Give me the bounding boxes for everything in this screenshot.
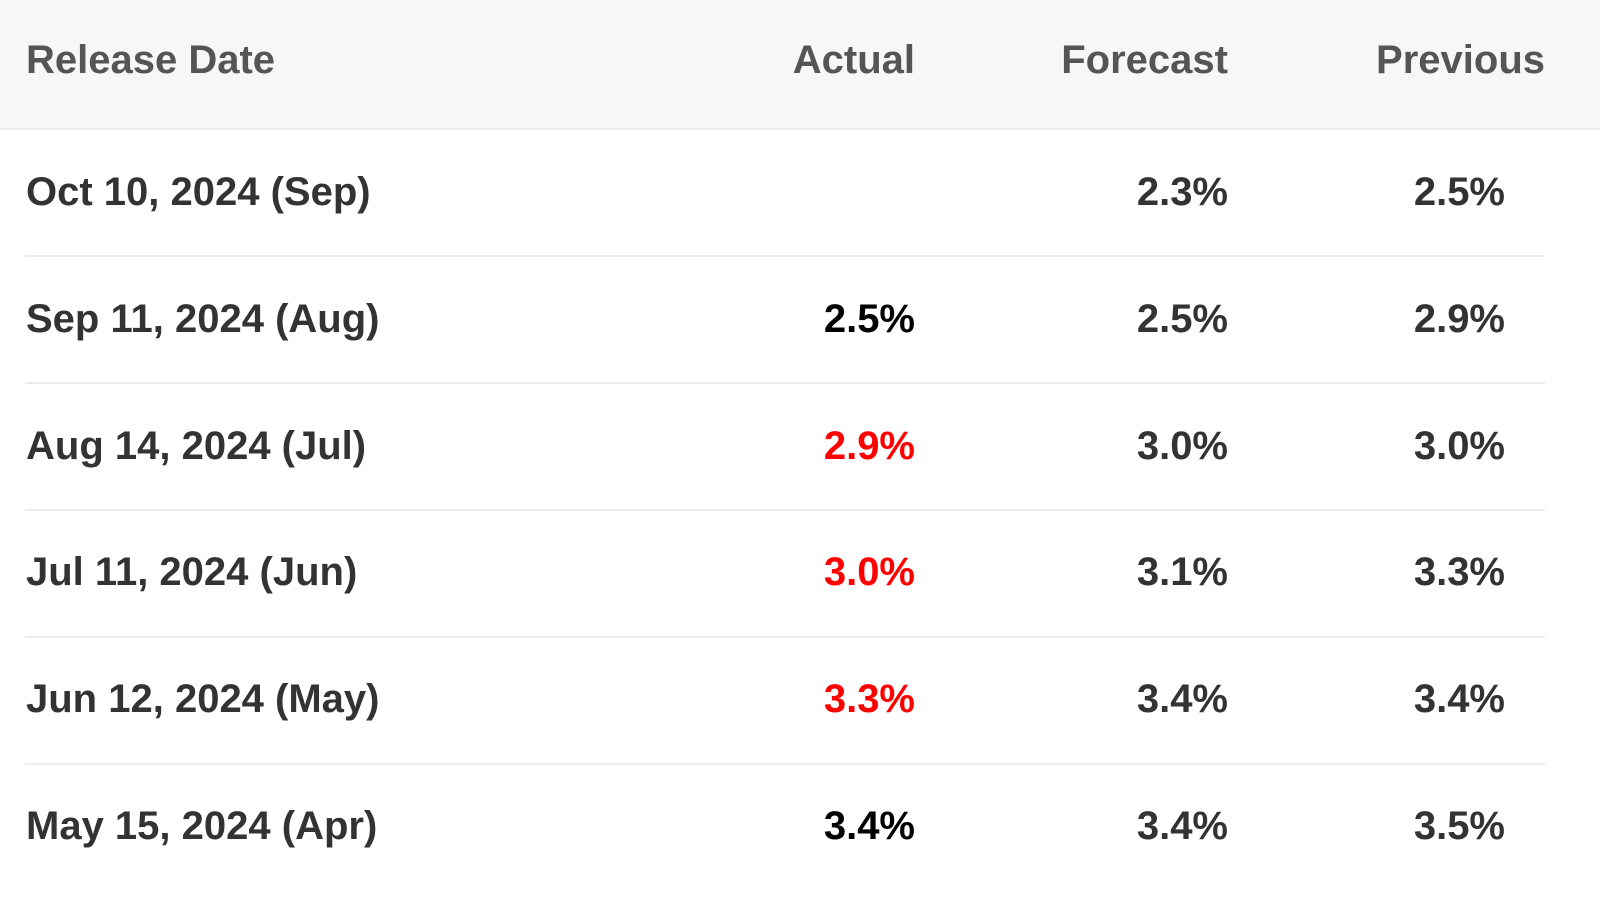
row-divider [25,382,1545,385]
value-cell: 3.4% [1136,677,1228,722]
value-cell: 3.4% [823,804,915,848]
value-cell: 2.5% [1136,296,1228,341]
value-cell: 3.4% [1136,804,1228,848]
release-date: Jun 12, 2024 (May) [26,677,380,722]
release-date: Aug 14, 2024 (Jul) [26,423,367,468]
value-cell: 3.1% [1136,550,1228,595]
table-header [0,0,1600,130]
value-cell: 2.9% [1413,296,1505,341]
column-header-sortable: Release Date [26,38,276,82]
value-cell: 3.5% [1413,804,1505,848]
column-header: Actual [792,38,915,82]
release-date: Jul 11, 2024 (Jun) [26,550,358,595]
value-cell: 3.0% [1136,423,1228,468]
release-date: Sep 11, 2024 (Aug) [26,296,380,341]
value-cell: 3.3% [823,677,915,722]
value-cell: 3.0% [1413,423,1505,468]
value-cell: 3.4% [1413,677,1505,722]
row-divider [25,255,1545,258]
value-cell: 3.3% [1413,550,1505,595]
value-cell: 2.9% [823,423,915,468]
column-header: Forecast [1061,38,1228,82]
value-cell: 2.5% [1413,170,1505,214]
release-date: May 15, 2024 (Apr) [26,804,378,848]
row-divider [25,509,1545,511]
column-header: Previous [1376,38,1545,82]
row-divider [25,762,1545,765]
release-date: Oct 10, 2024 (Sep) [26,170,371,214]
value-cell: 3.0% [823,550,915,595]
row-divider [25,635,1545,638]
value-cell: 2.3% [1136,170,1228,214]
value-cell: 2.5% [823,296,915,341]
